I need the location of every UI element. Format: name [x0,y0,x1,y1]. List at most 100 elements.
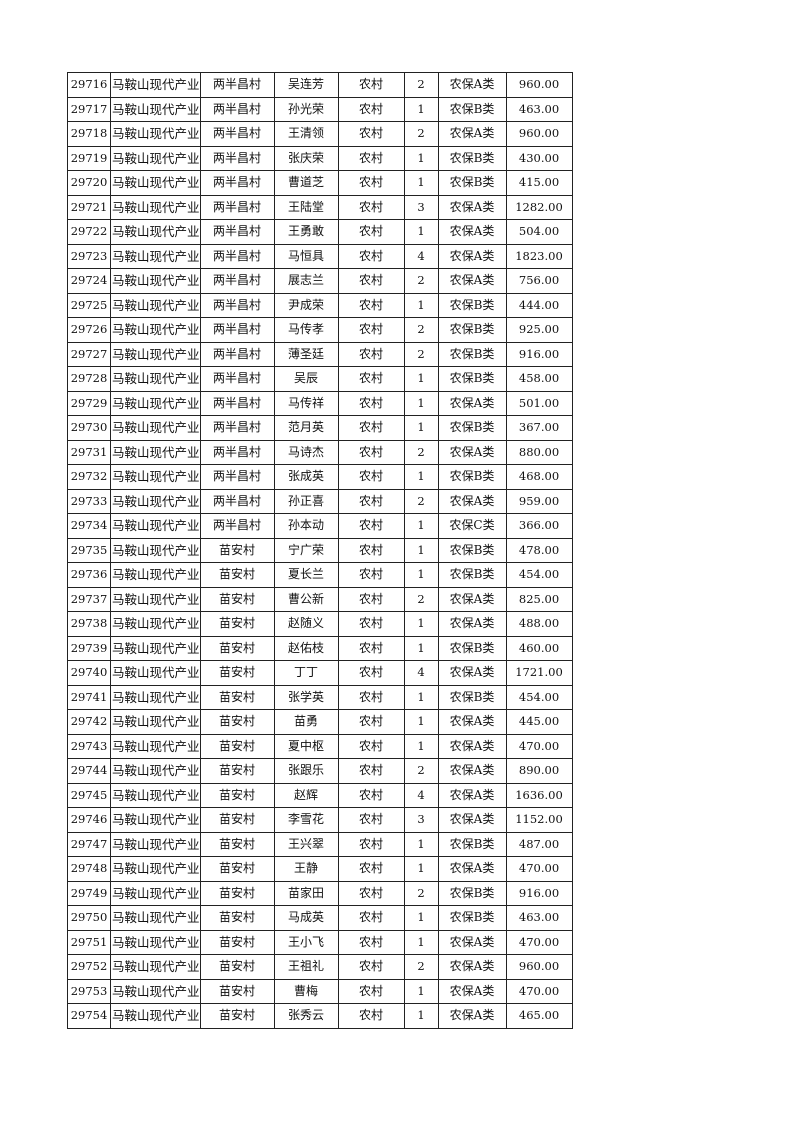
village-cell: 两半昌村 [199,72,275,98]
village-cell: 苗安村 [199,537,275,563]
category-cell: 农保A类 [437,390,507,416]
amount-cell: 487.00 [505,831,573,857]
amount-cell: 960.00 [505,954,573,980]
table-row: 29745 马鞍山现代产业 苗安村 赵辉 农村 4 农保A类 1636.00 [67,782,573,808]
organization-cell: 马鞍山现代产业 [110,635,201,661]
name-cell: 王清领 [273,121,339,147]
id-cell: 29734 [67,513,111,539]
name-cell: 夏中枢 [273,733,339,759]
category-cell: 农保A类 [437,733,507,759]
village-cell: 两半昌村 [199,317,275,343]
count-cell: 1 [403,562,439,588]
area-type-cell: 农村 [337,905,405,931]
area-type-cell: 农村 [337,537,405,563]
organization-cell: 马鞍山现代产业 [110,464,201,490]
count-cell: 1 [403,929,439,955]
table-row: 29723 马鞍山现代产业 两半昌村 马恒具 农村 4 农保A类 1823.00 [67,243,573,269]
table-row: 29720 马鞍山现代产业 两半昌村 曹道芝 农村 1 农保B类 415.00 [67,170,573,196]
village-cell: 两半昌村 [199,439,275,465]
table-row: 29719 马鞍山现代产业 两半昌村 张庆荣 农村 1 农保B类 430.00 [67,145,573,171]
category-cell: 农保A类 [437,611,507,637]
amount-cell: 415.00 [505,170,573,196]
area-type-cell: 农村 [337,292,405,318]
table-row: 29749 马鞍山现代产业 苗安村 苗家田 农村 2 农保B类 916.00 [67,880,573,906]
area-type-cell: 农村 [337,317,405,343]
category-cell: 农保A类 [437,978,507,1004]
count-cell: 1 [403,366,439,392]
table-row: 29736 马鞍山现代产业 苗安村 夏长兰 农村 1 农保B类 454.00 [67,562,573,588]
village-cell: 苗安村 [199,611,275,637]
table-row: 29741 马鞍山现代产业 苗安村 张学英 农村 1 农保B类 454.00 [67,684,573,710]
table-row: 29725 马鞍山现代产业 两半昌村 尹成荣 农村 1 农保B类 444.00 [67,292,573,318]
name-cell: 王陆堂 [273,194,339,220]
village-cell: 苗安村 [199,1003,275,1029]
table-row: 29726 马鞍山现代产业 两半昌村 马传孝 农村 2 农保B类 925.00 [67,317,573,343]
name-cell: 马诗杰 [273,439,339,465]
count-cell: 3 [403,807,439,833]
table-row: 29740 马鞍山现代产业 苗安村 丁丁 农村 4 农保A类 1721.00 [67,660,573,686]
amount-cell: 470.00 [505,978,573,1004]
area-type-cell: 农村 [337,709,405,735]
amount-cell: 1823.00 [505,243,573,269]
category-cell: 农保A类 [437,929,507,955]
village-cell: 苗安村 [199,929,275,955]
name-cell: 张庆荣 [273,145,339,171]
name-cell: 赵辉 [273,782,339,808]
village-cell: 两半昌村 [199,219,275,245]
name-cell: 吴连芳 [273,72,339,98]
category-cell: 农保A类 [437,439,507,465]
id-cell: 29736 [67,562,111,588]
amount-cell: 470.00 [505,929,573,955]
category-cell: 农保A类 [437,954,507,980]
name-cell: 夏长兰 [273,562,339,588]
category-cell: 农保A类 [437,660,507,686]
count-cell: 4 [403,243,439,269]
amount-cell: 890.00 [505,758,573,784]
village-cell: 苗安村 [199,733,275,759]
area-type-cell: 农村 [337,464,405,490]
category-cell: 农保A类 [437,586,507,612]
table-row: 29718 马鞍山现代产业 两半昌村 王清领 农村 2 农保A类 960.00 [67,121,573,147]
category-cell: 农保A类 [437,709,507,735]
village-cell: 两半昌村 [199,243,275,269]
category-cell: 农保B类 [437,145,507,171]
area-type-cell: 农村 [337,758,405,784]
amount-cell: 463.00 [505,96,573,122]
count-cell: 1 [403,390,439,416]
name-cell: 孙本动 [273,513,339,539]
area-type-cell: 农村 [337,390,405,416]
organization-cell: 马鞍山现代产业 [110,170,201,196]
category-cell: 农保A类 [437,488,507,514]
organization-cell: 马鞍山现代产业 [110,243,201,269]
area-type-cell: 农村 [337,243,405,269]
table-row: 29727 马鞍山现代产业 两半昌村 薄圣廷 农村 2 农保B类 916.00 [67,341,573,367]
id-cell: 29746 [67,807,111,833]
name-cell: 张成英 [273,464,339,490]
category-cell: 农保B类 [437,464,507,490]
name-cell: 赵佑枝 [273,635,339,661]
organization-cell: 马鞍山现代产业 [110,782,201,808]
table-row: 29751 马鞍山现代产业 苗安村 王小飞 农村 1 农保A类 470.00 [67,929,573,955]
area-type-cell: 农村 [337,782,405,808]
area-type-cell: 农村 [337,488,405,514]
area-type-cell: 农村 [337,880,405,906]
organization-cell: 马鞍山现代产业 [110,856,201,882]
amount-cell: 1282.00 [505,194,573,220]
category-cell: 农保A类 [437,1003,507,1029]
organization-cell: 马鞍山现代产业 [110,415,201,441]
amount-cell: 501.00 [505,390,573,416]
count-cell: 2 [403,586,439,612]
name-cell: 宁广荣 [273,537,339,563]
table-row: 29730 马鞍山现代产业 两半昌村 范月英 农村 1 农保B类 367.00 [67,415,573,441]
area-type-cell: 农村 [337,684,405,710]
count-cell: 2 [403,439,439,465]
amount-cell: 925.00 [505,317,573,343]
table-row: 29738 马鞍山现代产业 苗安村 赵随义 农村 1 农保A类 488.00 [67,611,573,637]
id-cell: 29735 [67,537,111,563]
name-cell: 尹成荣 [273,292,339,318]
table-row: 29754 马鞍山现代产业 苗安村 张秀云 农村 1 农保A类 465.00 [67,1003,573,1029]
organization-cell: 马鞍山现代产业 [110,145,201,171]
organization-cell: 马鞍山现代产业 [110,219,201,245]
id-cell: 29718 [67,121,111,147]
category-cell: 农保A类 [437,782,507,808]
